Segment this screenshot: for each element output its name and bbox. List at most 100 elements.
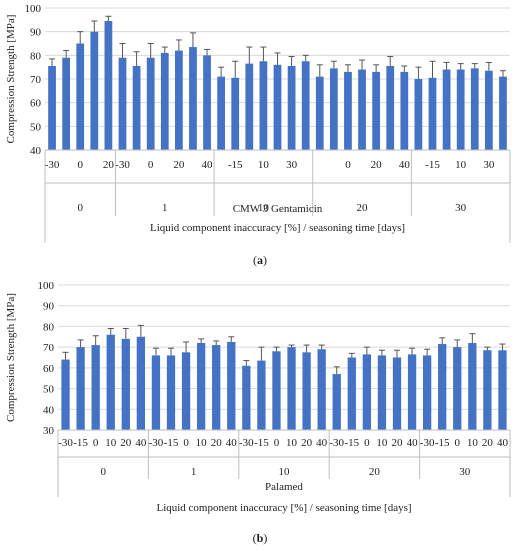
x-tick-label: -15 [425, 159, 440, 171]
x-tick-label: -30 [329, 437, 344, 449]
bar [400, 71, 409, 150]
bar [442, 69, 451, 150]
x-tick-label: 20 [371, 159, 383, 171]
x-tick-label: 20 [103, 159, 115, 171]
x-tick-label: -30 [420, 437, 435, 449]
x-tick-label: 10 [455, 159, 467, 171]
x-tick-label: 40 [497, 437, 509, 449]
group-label: 30 [455, 202, 467, 214]
y-tick-label: 100 [25, 3, 42, 15]
bar [106, 334, 115, 430]
bar [332, 374, 341, 430]
bar [392, 357, 402, 430]
bar [166, 355, 176, 430]
bar [245, 63, 254, 150]
x-tick-label: -30 [149, 437, 164, 449]
bar [301, 61, 310, 150]
y-tick-label: 70 [43, 342, 55, 354]
y-tick-label: 50 [30, 121, 42, 133]
x-tick-label: -15 [73, 437, 88, 449]
x-tick-label: 0 [93, 437, 99, 449]
x-tick-label: 0 [77, 159, 83, 171]
x-tick-label: -30 [115, 159, 130, 171]
x-tick-label: 30 [286, 159, 298, 171]
bar [358, 69, 366, 150]
bar [456, 69, 465, 150]
bar [151, 355, 161, 430]
bar [231, 77, 240, 150]
x-tick-label: -30 [45, 159, 60, 171]
y-axis-label: Compression Strength [MPa] [5, 293, 17, 422]
x-tick-label: 10 [105, 437, 117, 449]
bar [315, 76, 324, 150]
bar [181, 352, 191, 430]
x-tick-label: 0 [183, 437, 189, 449]
x-tick-label: 40 [226, 437, 238, 449]
x-tick-label: 20 [392, 437, 404, 449]
bar [132, 65, 141, 150]
x-tick-label: 20 [211, 437, 223, 449]
bar [273, 64, 282, 150]
x-tick-label: 20 [301, 437, 313, 449]
bar [203, 55, 211, 151]
bar [212, 345, 221, 430]
bar [422, 355, 432, 430]
x-tick-label: -15 [344, 437, 359, 449]
group-label: 1 [191, 466, 197, 478]
y-tick-label: 80 [30, 50, 42, 62]
bar [377, 355, 387, 430]
bar [196, 343, 206, 430]
y-tick-label: 90 [43, 301, 55, 313]
bar [136, 336, 146, 430]
bar [362, 354, 372, 430]
bar [174, 50, 183, 150]
group-label: 20 [357, 202, 369, 214]
x-tick-label: 10 [258, 159, 270, 171]
x-tick-label: 40 [316, 437, 328, 449]
y-tick-label: 40 [43, 404, 55, 416]
y-tick-label: 60 [30, 98, 42, 110]
x-tick-label: 20 [120, 437, 132, 449]
panel-label: (a) [253, 253, 267, 267]
bar [242, 365, 251, 430]
bar [386, 65, 395, 150]
bar [91, 345, 100, 430]
x-tick-label: 10 [286, 437, 298, 449]
bar [329, 68, 338, 150]
bar [499, 76, 507, 150]
bar [259, 61, 268, 150]
bar [118, 57, 127, 151]
x-tick-label: 40 [202, 159, 214, 171]
bar [407, 354, 417, 430]
x-tick-label: 30 [483, 159, 495, 171]
bar [344, 71, 352, 150]
x-tick-label: 10 [376, 437, 388, 449]
x-tick-label: -15 [164, 437, 179, 449]
y-tick-label: 100 [38, 280, 55, 292]
bar [438, 344, 447, 430]
x-tick-label: 40 [135, 437, 147, 449]
series-caption: CMW 3 Gentamicin [233, 203, 323, 215]
bar [189, 47, 197, 150]
x-tick-label: 0 [364, 437, 370, 449]
x-tick-label: 0 [455, 437, 461, 449]
y-tick-label: 40 [30, 145, 42, 157]
series-caption: Palamed [265, 481, 303, 493]
y-tick-label: 70 [30, 74, 42, 86]
bar [76, 43, 85, 150]
x-tick-label: 20 [482, 437, 494, 449]
group-label: 1 [162, 202, 168, 214]
y-tick-label: 80 [43, 321, 55, 333]
y-axis-label: Compression Strength [MPa] [5, 15, 17, 144]
group-label: 30 [459, 466, 471, 478]
bar [428, 77, 437, 150]
y-tick-label: 60 [43, 363, 55, 375]
bar [498, 350, 507, 430]
x-tick-label: 0 [148, 159, 154, 171]
bar [287, 65, 296, 150]
bar [372, 71, 381, 150]
bar [62, 57, 71, 151]
x-tick-label: 20 [173, 159, 185, 171]
bar [468, 343, 477, 430]
